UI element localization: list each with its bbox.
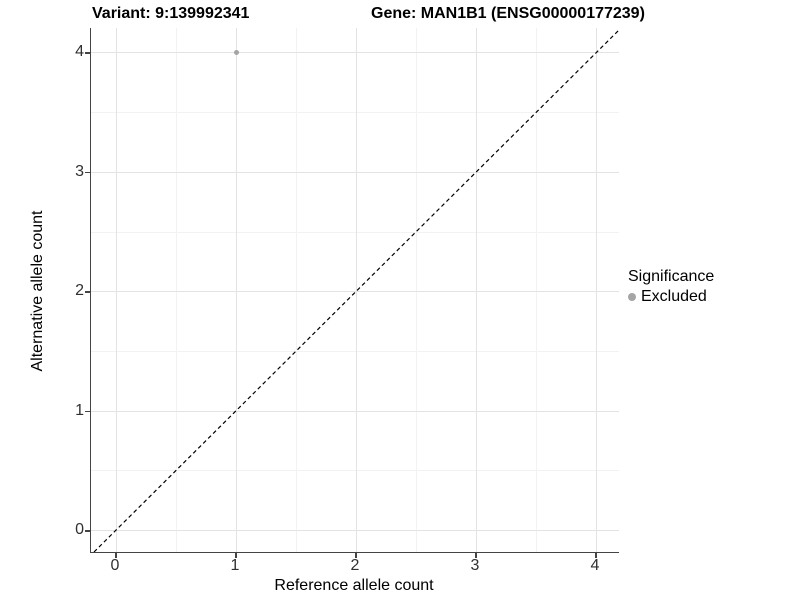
y-tick-label: 3: [75, 162, 84, 180]
legend: Significance Excluded: [628, 268, 714, 306]
gridline-major-h: [91, 291, 619, 293]
x-tick-mark: [355, 553, 357, 558]
gridline-major-h: [91, 530, 619, 531]
gridline-major-h: [91, 171, 619, 173]
x-tick-mark: [115, 553, 117, 558]
y-tick-label: 1: [75, 401, 84, 419]
x-tick-mark: [475, 553, 477, 558]
gridline-major-v: [596, 28, 597, 552]
variant-title: Variant: 9:139992341: [92, 5, 250, 22]
x-tick-label: 1: [230, 557, 240, 574]
gridline-minor-h: [91, 112, 619, 114]
gridline-minor-v: [176, 28, 177, 552]
gridline-major-h: [91, 52, 619, 54]
x-tick-label: 2: [350, 557, 360, 574]
legend-entry-label: Excluded: [641, 288, 707, 305]
gridline-major-v: [236, 28, 237, 552]
gridline-minor-h: [91, 231, 619, 233]
y-tick-mark: [85, 410, 90, 413]
gridline-major-h: [91, 410, 619, 412]
y-tick-label: 2: [75, 282, 84, 300]
gridline-major-v: [356, 28, 357, 552]
y-tick-mark: [85, 171, 90, 174]
plot-panel: [90, 28, 619, 553]
y-tick-mark: [85, 291, 90, 293]
gridline-minor-v: [416, 28, 417, 552]
gridline-minor-h: [91, 350, 619, 352]
x-tick-label: 0: [110, 557, 120, 574]
gridline-minor-v: [296, 28, 297, 552]
gridline-major-v: [116, 28, 117, 552]
gene-title: Gene: MAN1B1 (ENSG00000177239): [371, 5, 645, 22]
x-tick-mark: [235, 553, 237, 558]
y-tick-mark: [85, 530, 90, 532]
x-tick-label: 3: [470, 557, 480, 574]
y-tick-label: 4: [75, 43, 84, 61]
gridline-minor-h: [91, 470, 619, 472]
data-point: [233, 49, 239, 55]
legend-title: Significance: [628, 268, 715, 285]
identity-line: [93, 29, 619, 552]
excluded-point-icon: [628, 293, 636, 301]
y-axis-title: Alternative allele count: [29, 210, 46, 372]
y-tick-label: 0: [75, 521, 84, 538]
x-tick-label: 4: [590, 557, 600, 574]
gridline-minor-v: [536, 28, 537, 552]
x-axis-title: Reference allele count: [274, 577, 434, 594]
legend-entry-excluded: Excluded: [628, 288, 714, 306]
y-tick-mark: [85, 52, 90, 54]
x-tick-mark: [595, 553, 597, 558]
gridline-major-v: [476, 28, 477, 552]
